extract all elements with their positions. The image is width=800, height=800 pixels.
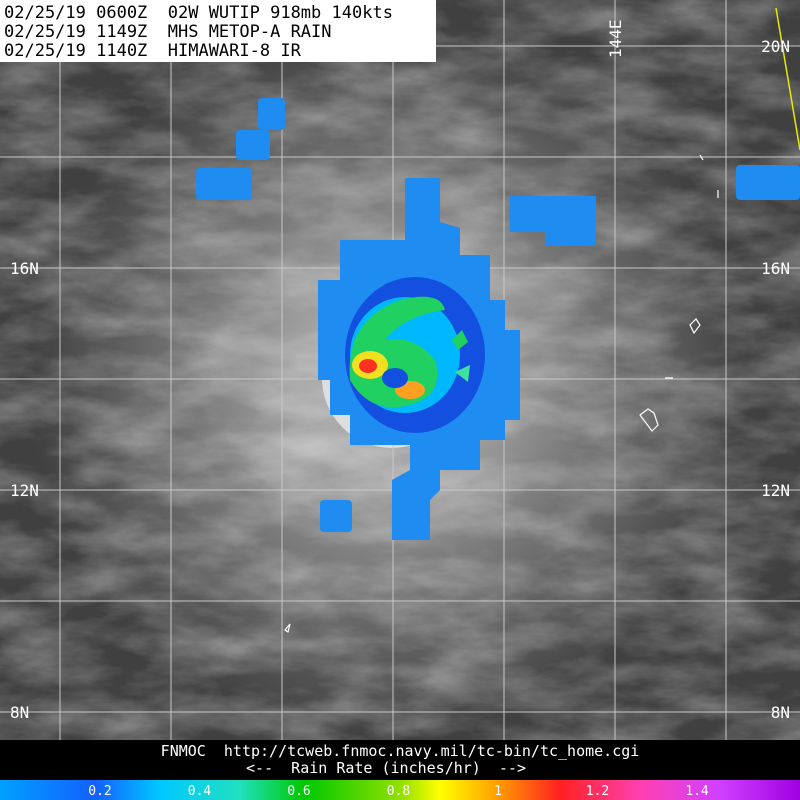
colorbar-tick-label: 0.8 bbox=[387, 784, 410, 799]
header-box bbox=[0, 0, 436, 62]
coastlines bbox=[284, 154, 719, 633]
header-line: 02/25/19 1149Z MHS METOP-A RAIN bbox=[4, 22, 332, 42]
lat-label: 12N bbox=[10, 481, 39, 500]
boundary-line bbox=[775, 7, 800, 151]
lat-label: 20N bbox=[761, 37, 790, 56]
lat-label: 16N bbox=[10, 259, 39, 278]
header-line: 02/25/19 0600Z 02W WUTIP 918mb 140kts bbox=[4, 3, 393, 23]
header-line: 02/25/19 1140Z HIMAWARI-8 IR bbox=[4, 41, 302, 61]
legend-label: <-- Rain Rate (inches/hr) --> bbox=[246, 759, 526, 777]
colorbar-tick-label: 0.2 bbox=[88, 784, 111, 799]
lat-label: 12N bbox=[761, 481, 790, 500]
lat-label: 8N bbox=[771, 703, 790, 722]
lon-label: 144E bbox=[606, 19, 625, 58]
colorbar-tick-label: 1.4 bbox=[685, 784, 709, 799]
colorbar-tick-label: 1.2 bbox=[586, 784, 609, 799]
lat-label: 8N bbox=[10, 703, 29, 722]
colorbar-tick-label: 0.6 bbox=[287, 784, 310, 799]
lat-label: 16N bbox=[761, 259, 790, 278]
colorbar-tick-label: 0.4 bbox=[188, 784, 212, 799]
colorbar bbox=[0, 780, 800, 800]
rain-core bbox=[345, 277, 485, 433]
colorbar-tick-label: 1 bbox=[494, 784, 502, 799]
source-text: FNMOC http://tcweb.fnmoc.navy.mil/tc-bin… bbox=[161, 742, 640, 760]
